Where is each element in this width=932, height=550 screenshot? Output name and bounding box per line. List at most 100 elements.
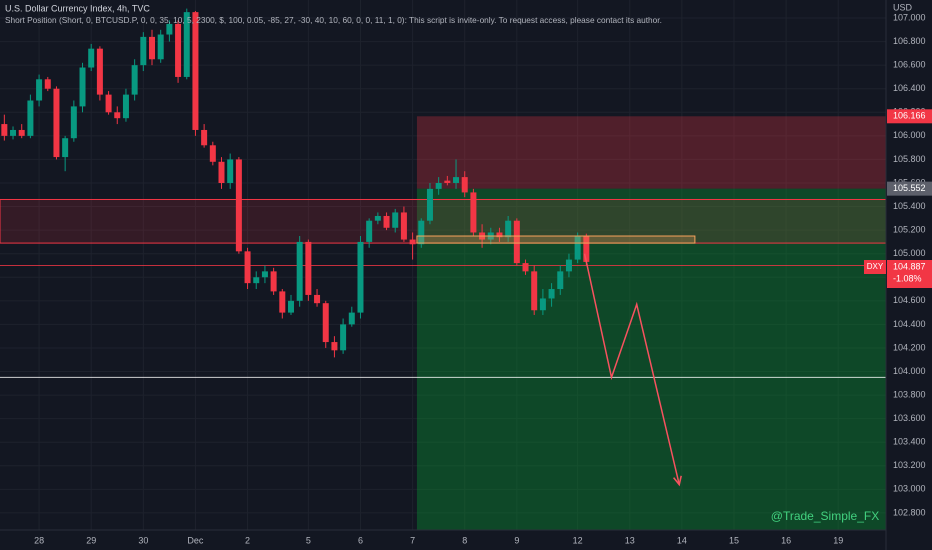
- candle-body: [44, 79, 51, 89]
- price-tag: [887, 260, 932, 289]
- price-tag: [887, 181, 932, 196]
- y-tick-label: 103.200: [893, 460, 926, 470]
- candle-body: [496, 232, 503, 238]
- x-tick-label: 9: [514, 535, 519, 545]
- candle-body: [235, 159, 242, 252]
- x-tick-label: 15: [729, 535, 739, 545]
- y-tick-label: 104.600: [893, 295, 926, 305]
- candle-body: [244, 251, 251, 284]
- candle-body: [36, 79, 43, 101]
- candle-body: [461, 177, 468, 193]
- watermark: @Trade_Simple_FX: [771, 509, 879, 523]
- candle-body: [1, 124, 8, 136]
- stop-zone: [416, 116, 886, 189]
- x-tick-label: 14: [677, 535, 687, 545]
- y-tick-label: 106.000: [893, 130, 926, 140]
- y-tick-label: 103.800: [893, 389, 926, 399]
- x-tick-label: 30: [138, 535, 148, 545]
- candle-body: [392, 212, 399, 228]
- symbol-label: DXY: [867, 262, 884, 271]
- candle-body: [88, 48, 95, 68]
- candle-body: [296, 241, 303, 301]
- box: [416, 235, 696, 244]
- candle-body: [140, 36, 147, 66]
- candle-body: [261, 271, 268, 278]
- candle-body: [287, 300, 294, 313]
- candle-body: [505, 220, 512, 238]
- x-tick-label: 29: [86, 535, 96, 545]
- candle-body: [383, 215, 390, 228]
- axis-unit: USD: [893, 2, 913, 12]
- x-tick-label: 19: [833, 535, 843, 545]
- candle-body: [357, 241, 364, 313]
- candle-body: [96, 48, 103, 95]
- x-tick-label: 7: [410, 535, 415, 545]
- candle-body: [270, 271, 277, 292]
- y-tick-label: 106.400: [893, 83, 926, 93]
- candle-body: [426, 188, 433, 221]
- candle-body: [201, 129, 208, 146]
- candle-body: [539, 298, 546, 311]
- candle-body: [531, 271, 538, 311]
- price-tag-label: 106.166: [893, 111, 926, 121]
- candle-body: [227, 159, 234, 183]
- candle-body: [114, 112, 121, 119]
- candle-body: [322, 303, 329, 343]
- candle-body: [557, 271, 564, 290]
- candle-body: [149, 36, 156, 60]
- x-tick-label: Dec: [187, 535, 204, 545]
- candle-body: [157, 34, 164, 60]
- candle-body: [79, 67, 86, 107]
- price-tag-label: 105.552: [893, 183, 926, 193]
- symbol-tag: [864, 260, 886, 275]
- candle-body: [175, 23, 182, 77]
- candle-body: [574, 236, 581, 260]
- candle-body: [444, 180, 451, 183]
- price-change: -1.08%: [893, 273, 922, 283]
- candle-body: [470, 192, 477, 233]
- price-tag: [887, 109, 932, 124]
- candle-body: [18, 129, 25, 136]
- candle-body: [453, 177, 460, 183]
- price-tag-label: 104.887: [893, 261, 926, 271]
- y-tick-label: 107.000: [893, 12, 926, 22]
- arrow-head: [673, 475, 682, 487]
- x-tick-label: 2: [245, 535, 250, 545]
- y-tick-label: 104.000: [893, 366, 926, 376]
- candle-body: [374, 215, 381, 221]
- candle-body: [305, 241, 312, 295]
- candle-body: [548, 289, 555, 299]
- candle-body: [62, 138, 69, 158]
- candle-body: [70, 106, 77, 139]
- candle-body: [192, 12, 199, 130]
- projection-line: [583, 253, 680, 485]
- y-tick-label: 104.200: [893, 342, 926, 352]
- candle-body: [218, 161, 225, 183]
- x-tick-label: 5: [306, 535, 311, 545]
- candle-body: [209, 145, 216, 162]
- y-tick-label: 105.000: [893, 248, 926, 258]
- candle-body: [513, 220, 520, 264]
- y-tick-label: 102.800: [893, 507, 926, 517]
- y-tick-label: 103.000: [893, 484, 926, 494]
- chart-title: U.S. Dollar Currency Index, 4h, TVC: [5, 3, 150, 13]
- candle-body: [418, 220, 425, 245]
- x-tick-label: 13: [625, 535, 635, 545]
- candle-body: [400, 212, 407, 240]
- candle-body: [279, 291, 286, 313]
- y-tick-label: 106.800: [893, 36, 926, 46]
- y-tick-label: 105.800: [893, 154, 926, 164]
- y-tick-label: 105.200: [893, 224, 926, 234]
- y-tick-label: 105.400: [893, 201, 926, 211]
- candle-body: [435, 182, 442, 189]
- candle-body: [253, 277, 260, 284]
- candle-body: [10, 129, 17, 136]
- candle-body: [27, 100, 34, 136]
- candle-body: [183, 12, 190, 77]
- candle-body: [314, 294, 321, 304]
- candle-body: [366, 220, 373, 242]
- candle-body: [409, 239, 416, 245]
- y-tick-label: 104.400: [893, 319, 926, 329]
